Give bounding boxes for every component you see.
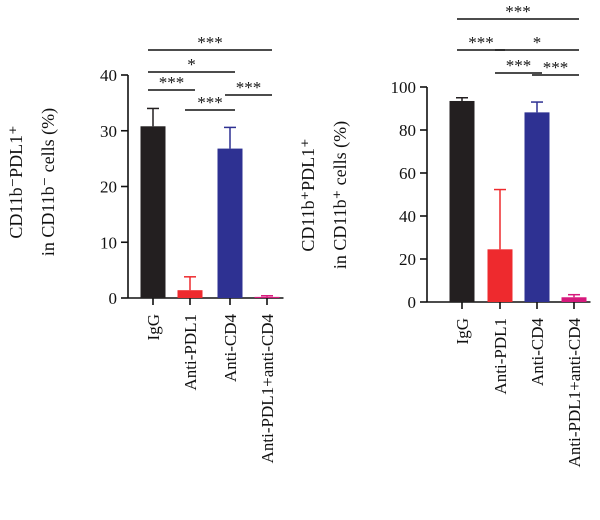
significance-label: * [187, 55, 196, 74]
panel-left: 0 10 20 30 40 IgG Anti-PDL1 Anti-CD4 Anti-PDL1+a… [6, 33, 284, 463]
y-tick-label: 40 [100, 66, 117, 85]
category-label: Anti-PDL1+anti-CD4 [565, 318, 584, 468]
y-tick-label: 30 [100, 122, 117, 141]
significance-label: *** [197, 33, 223, 52]
y-axis-label: CD11b⁻PDL1⁺ [6, 125, 26, 238]
bar [254, 296, 280, 298]
y-tick-label: 100 [391, 78, 417, 97]
y-tick-label: 40 [399, 207, 416, 226]
category-label: Anti-CD4 [221, 314, 240, 383]
significance-label: *** [543, 58, 569, 77]
y-axis-label: in CD11b⁺ cells (%) [330, 121, 351, 269]
significance-label: *** [159, 73, 185, 92]
significance-label: *** [236, 78, 262, 97]
significance-label: *** [197, 93, 223, 112]
bar [561, 297, 587, 302]
category-label: IgG [144, 314, 163, 340]
category-label: Anti-PDL1+anti-CD4 [258, 314, 277, 464]
y-tick-label: 20 [100, 178, 117, 197]
y-tick-label: 10 [100, 233, 117, 252]
bar [177, 290, 203, 298]
bar [217, 148, 243, 298]
category-label: Anti-PDL1 [181, 314, 200, 391]
panel-right: 0 20 40 60 80 100 IgG Anti-PDL1 Anti-CD4 Anti-PDL… [298, 2, 591, 467]
bar [487, 249, 513, 302]
y-axis-label: in CD11b⁻ cells (%) [38, 108, 59, 256]
category-label: Anti-PDL1 [491, 318, 510, 395]
significance-label: * [533, 33, 542, 52]
category-label: IgG [453, 318, 472, 344]
y-tick-label: 60 [399, 164, 416, 183]
y-axis-label: CD11b⁺PDL1⁺ [298, 138, 318, 251]
category-label: Anti-CD4 [528, 318, 547, 387]
bar [140, 126, 166, 298]
y-tick-label: 80 [399, 121, 416, 140]
significance-label: *** [506, 56, 532, 75]
bar [524, 112, 550, 303]
y-tick-label: 0 [408, 293, 417, 312]
bar [449, 100, 475, 302]
significance-label: *** [468, 33, 494, 52]
significance-label: *** [505, 2, 531, 21]
y-tick-label: 0 [109, 289, 118, 308]
y-tick-label: 20 [399, 250, 416, 269]
